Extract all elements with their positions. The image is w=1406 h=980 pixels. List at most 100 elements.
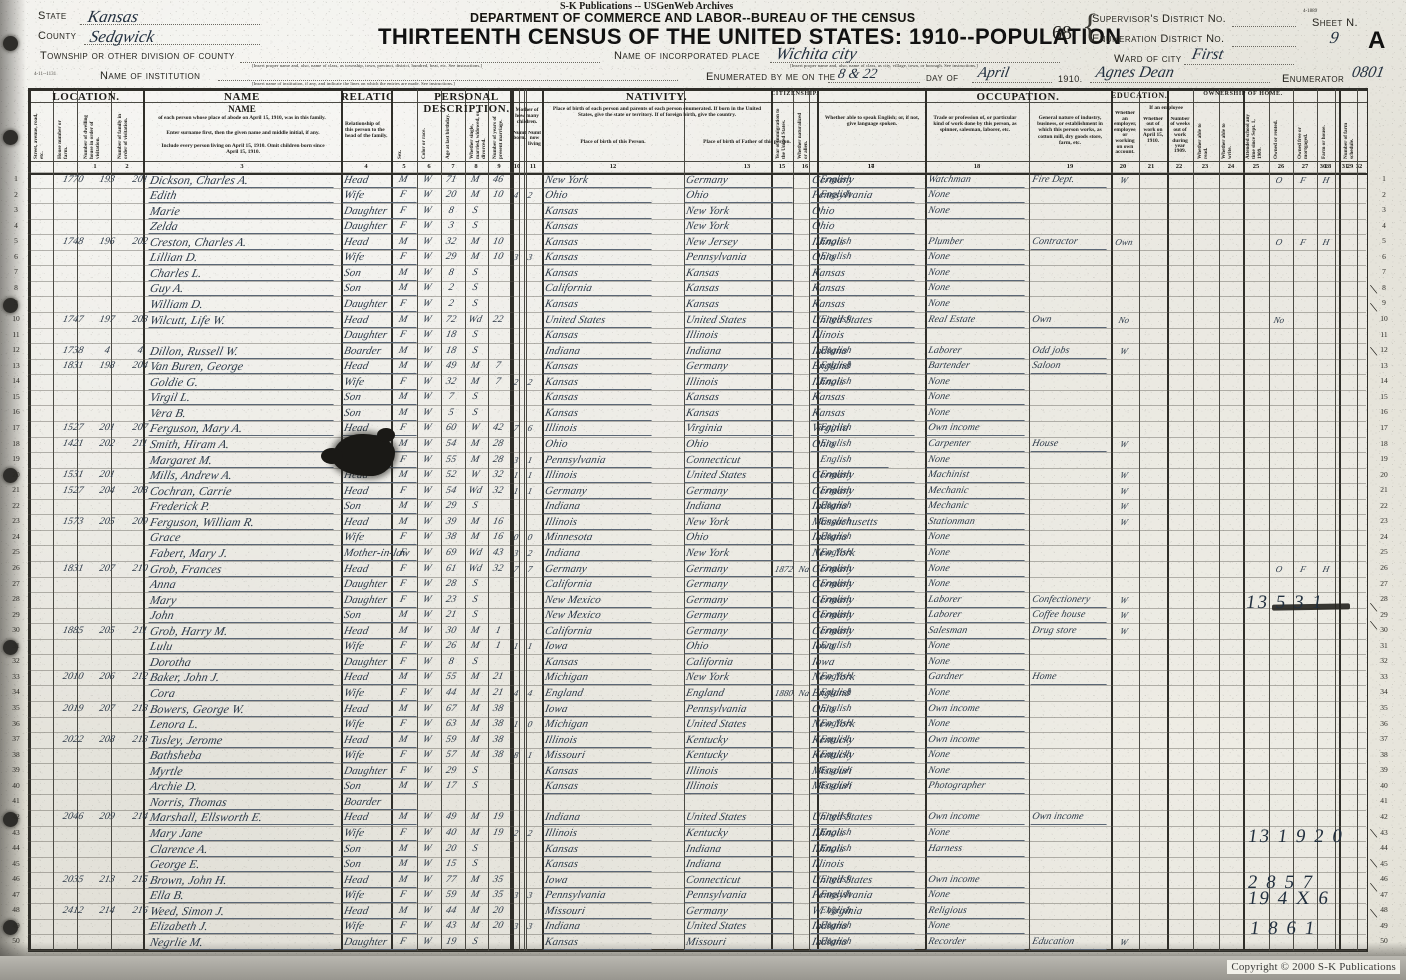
cell-pob[interactable]: England bbox=[543, 686, 655, 701]
cell-lang[interactable]: English bbox=[818, 686, 892, 701]
cell-fpob[interactable]: United States bbox=[684, 718, 796, 732]
cell-occ[interactable]: None bbox=[926, 889, 1028, 903]
cell-dwelling[interactable]: 2022 bbox=[61, 733, 85, 745]
cell-lang[interactable]: English bbox=[818, 624, 892, 639]
cell-lang[interactable]: English bbox=[818, 609, 892, 623]
cell-sex[interactable]: M bbox=[397, 702, 409, 714]
cell-sex[interactable]: F bbox=[398, 686, 408, 698]
cell-marital[interactable]: M bbox=[469, 671, 481, 683]
cell-name[interactable]: Bathsheba bbox=[148, 749, 337, 763]
cell-emp[interactable]: Own bbox=[1114, 236, 1134, 247]
cell-free[interactable]: F bbox=[1299, 563, 1307, 574]
cell-name[interactable]: Ferguson, William R. bbox=[148, 515, 337, 530]
incorporated-place-value[interactable]: Wichita city bbox=[774, 44, 859, 63]
cell-race[interactable]: W bbox=[421, 297, 433, 309]
cell-fpob[interactable]: Connecticut bbox=[684, 873, 796, 888]
cell-age[interactable]: 8 bbox=[447, 204, 455, 216]
cell-free[interactable]: F bbox=[1299, 174, 1307, 185]
cell-pob[interactable]: Kansas bbox=[543, 406, 655, 421]
cell-pob[interactable]: Kansas bbox=[543, 780, 655, 794]
cell-marital[interactable]: S bbox=[471, 578, 479, 590]
cell-years[interactable]: 35 bbox=[491, 889, 505, 901]
cell-marital[interactable]: M bbox=[469, 827, 481, 839]
cell-dwelling[interactable]: 1421 bbox=[61, 438, 85, 450]
cell-race[interactable]: W bbox=[421, 749, 433, 761]
cell-occ[interactable]: None bbox=[926, 453, 1028, 468]
cell-lang[interactable]: English bbox=[818, 935, 892, 950]
cell-fpob[interactable]: Ohio bbox=[684, 438, 796, 452]
cell-race[interactable]: W bbox=[421, 375, 433, 387]
cell-race[interactable]: W bbox=[421, 391, 433, 403]
cell-lang[interactable]: English bbox=[818, 593, 892, 608]
cell-age[interactable]: 67 bbox=[444, 702, 458, 714]
cell-lang[interactable]: English bbox=[818, 546, 892, 561]
cell-age[interactable]: 15 bbox=[444, 858, 458, 870]
cell-fam_a[interactable]: 196 bbox=[98, 235, 116, 247]
cell-born[interactable]: 1 bbox=[512, 485, 520, 496]
cell-pob[interactable]: Michigan bbox=[543, 718, 655, 732]
cell-race[interactable]: W bbox=[421, 858, 433, 870]
cell-name[interactable]: John bbox=[148, 609, 337, 623]
cell-name[interactable]: Van Buren, George bbox=[148, 360, 337, 374]
cell-lang[interactable]: English bbox=[818, 889, 892, 903]
cell-sex[interactable]: M bbox=[397, 811, 409, 823]
cell-pob[interactable]: Illinois bbox=[543, 469, 655, 483]
cell-sex[interactable]: F bbox=[398, 562, 408, 574]
cell-fam_a[interactable]: 205 bbox=[98, 515, 116, 527]
cell-fpob[interactable]: Indiana bbox=[684, 842, 796, 857]
cell-fam_a[interactable]: 193 bbox=[98, 173, 116, 185]
cell-sex[interactable]: F bbox=[398, 329, 408, 341]
cell-race[interactable]: W bbox=[421, 220, 433, 232]
cell-name[interactable]: Mary bbox=[148, 593, 337, 608]
cell-fpob[interactable]: New York bbox=[684, 220, 796, 234]
cell-dwelling[interactable]: 2035 bbox=[61, 873, 85, 885]
cell-name[interactable]: Grace bbox=[148, 531, 337, 545]
cell-race[interactable]: W bbox=[421, 562, 433, 574]
cell-mpob[interactable]: Ohio bbox=[810, 204, 918, 219]
cell-emp[interactable]: W bbox=[1119, 610, 1129, 621]
cell-marital[interactable]: S bbox=[471, 858, 479, 870]
cell-occ[interactable]: Machinist bbox=[926, 469, 1028, 483]
cell-marital[interactable]: Wd bbox=[467, 562, 484, 574]
cell-dwelling[interactable]: 2010 bbox=[61, 671, 85, 683]
cell-mpob[interactable]: Kansas bbox=[810, 282, 918, 296]
cell-lang[interactable]: English bbox=[818, 920, 892, 934]
cell-fpob[interactable]: Germany bbox=[684, 609, 796, 623]
cell-occ[interactable]: Laborer bbox=[926, 344, 1028, 359]
cell-years[interactable]: 10 bbox=[491, 189, 505, 201]
cell-age[interactable]: 8 bbox=[447, 266, 455, 278]
cell-occ[interactable]: None bbox=[926, 562, 1028, 577]
county-value[interactable]: Sedgwick bbox=[88, 27, 157, 46]
cell-fpob[interactable]: Pennsylvania bbox=[684, 702, 796, 717]
cell-fpob[interactable]: New York bbox=[684, 515, 796, 530]
cell-pob[interactable]: Kansas bbox=[543, 204, 655, 219]
cell-occ[interactable]: Own income bbox=[926, 702, 1028, 717]
cell-occ[interactable]: None bbox=[926, 546, 1028, 561]
cell-race[interactable]: W bbox=[421, 469, 433, 481]
cell-years[interactable]: 10 bbox=[491, 251, 505, 263]
cell-name[interactable]: Mary Jane bbox=[148, 827, 337, 841]
cell-mpob[interactable]: Kansas bbox=[810, 266, 918, 281]
cell-marital[interactable]: S bbox=[471, 935, 479, 947]
cell-marital[interactable]: M bbox=[469, 718, 481, 730]
cell-pob[interactable]: Kansas bbox=[543, 655, 655, 670]
cell-years[interactable]: 16 bbox=[491, 531, 505, 543]
cell-years[interactable]: 38 bbox=[491, 749, 505, 761]
cell-pob[interactable]: Kansas bbox=[543, 235, 655, 250]
cell-dwelling[interactable]: 1527 bbox=[61, 484, 85, 496]
cell-occ[interactable]: None bbox=[926, 251, 1028, 265]
cell-sex[interactable]: M bbox=[397, 391, 409, 403]
cell-dwelling[interactable]: 1738 bbox=[61, 344, 85, 356]
cell-name[interactable]: Virgil L. bbox=[148, 391, 337, 405]
cell-emp[interactable]: W bbox=[1119, 470, 1129, 481]
cell-pob[interactable]: Iowa bbox=[543, 640, 655, 654]
cell-age[interactable]: 28 bbox=[444, 578, 458, 590]
state-value[interactable]: Kansas bbox=[86, 7, 141, 26]
cell-race[interactable]: W bbox=[421, 593, 433, 605]
cell-years[interactable]: 21 bbox=[491, 686, 505, 698]
cell-marital[interactable]: S bbox=[471, 220, 479, 232]
cell-lang[interactable]: English bbox=[818, 811, 892, 826]
cell-age[interactable]: 7 bbox=[447, 391, 455, 403]
cell-age[interactable]: 55 bbox=[444, 453, 458, 465]
cell-pob[interactable]: Kansas bbox=[543, 842, 655, 857]
